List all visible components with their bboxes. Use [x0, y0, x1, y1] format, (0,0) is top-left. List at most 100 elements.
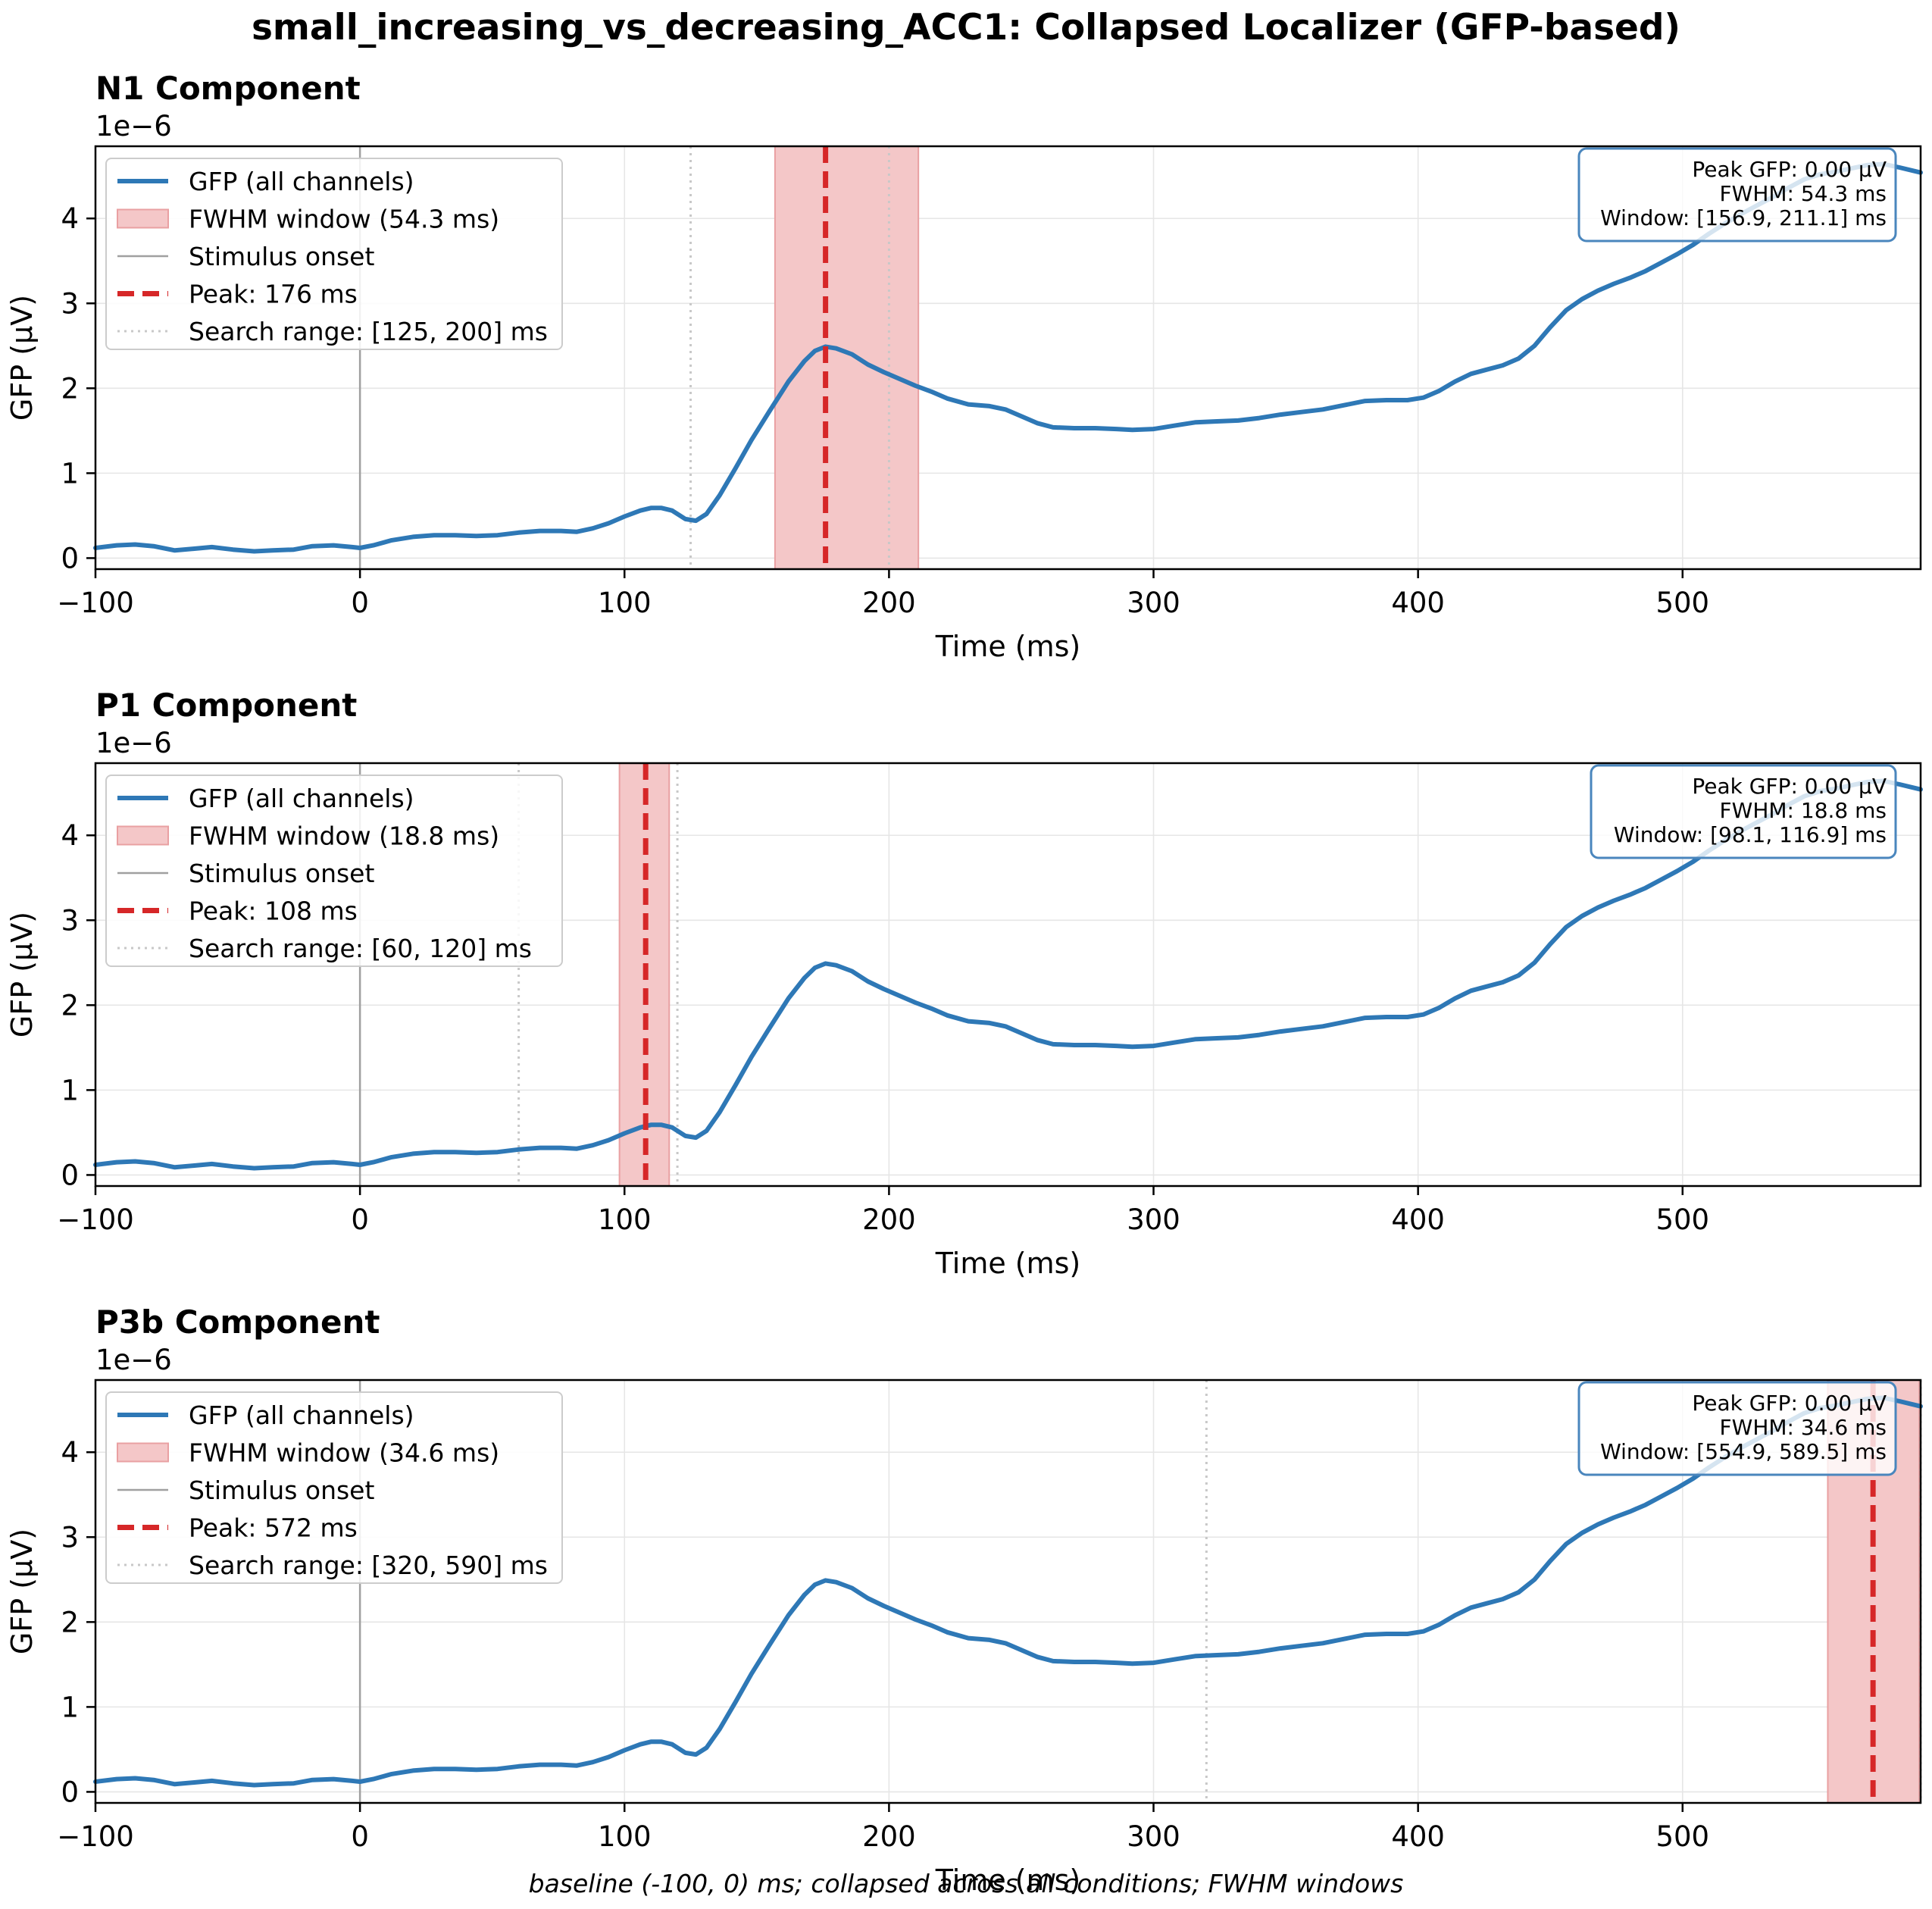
legend-label: Stimulus onset: [189, 859, 374, 888]
x-tick-label: 100: [598, 1203, 652, 1236]
info-box-line: Peak GFP: 0.00 µV: [1692, 774, 1887, 799]
x-tick-label: 500: [1655, 1820, 1709, 1853]
info-box-line: FWHM: 34.6 ms: [1720, 1415, 1887, 1440]
axes-frame: [94, 762, 1922, 1188]
y-tick-label: 1: [61, 1074, 79, 1106]
fwhm-window: [774, 146, 920, 570]
info-box-line: Peak GFP: 0.00 µV: [1692, 1391, 1887, 1416]
legend-box: [105, 1391, 563, 1584]
y-axis-label: GFP (µV): [5, 295, 39, 421]
x-tick-label: 400: [1391, 1820, 1445, 1853]
legend-label: Peak: 572 ms: [189, 1513, 358, 1543]
y-tick-label: 3: [61, 287, 79, 320]
gfp-line: [93, 161, 1923, 554]
legend-label: Peak: 176 ms: [189, 280, 358, 309]
x-tick-label: 200: [862, 587, 916, 619]
x-tick-label: 400: [1391, 587, 1445, 619]
figure-title: small_increasing_vs_decreasing_ACC1: Col…: [252, 7, 1680, 49]
legend-handle-fwhm: [117, 825, 169, 846]
x-axis-label: Time (ms): [935, 1864, 1081, 1897]
x-tick-label: 400: [1391, 1203, 1445, 1236]
y-tick-label: 3: [61, 1521, 79, 1554]
y-tick-label: 4: [61, 1436, 79, 1469]
x-tick-label: 500: [1655, 1203, 1709, 1236]
legend: GFP (all channels) FWHM window (18.8 ms) S…: [105, 775, 563, 967]
legend-box: [105, 158, 563, 350]
x-tick-label: −100: [57, 1820, 134, 1853]
info-box-frame: [1590, 764, 1897, 859]
y-tick-label: 4: [61, 819, 79, 852]
y-tick-label: 3: [61, 904, 79, 937]
legend-label: Peak: 108 ms: [189, 897, 358, 926]
panel-title: P3b Component: [95, 1303, 380, 1341]
legend-label: FWHM window (34.6 ms): [189, 1438, 499, 1468]
y-tick-label: 2: [61, 372, 79, 405]
x-tick-label: 200: [862, 1203, 916, 1236]
y-axis-label: GFP (µV): [5, 912, 39, 1037]
gfp-line: [93, 778, 1923, 1171]
legend: GFP (all channels) FWHM window (54.3 ms) S…: [105, 158, 563, 350]
x-tick-label: −100: [57, 587, 134, 619]
figure-footer: baseline (-100, 0) ms; collapsed across …: [529, 1869, 1404, 1898]
legend-label: Stimulus onset: [189, 1476, 374, 1505]
info-box-frame: [1577, 1381, 1897, 1476]
gfp-line: [93, 1395, 1923, 1788]
legend-label: Search range: [320, 590] ms: [189, 1551, 548, 1580]
legend-box: [105, 775, 563, 967]
y-offset-text: 1e−6: [95, 1344, 172, 1376]
legend-label: GFP (all channels): [189, 784, 414, 813]
info-box-line: Peak GFP: 0.00 µV: [1692, 157, 1887, 182]
x-tick-label: 0: [351, 587, 369, 619]
x-tick-label: 300: [1127, 1203, 1180, 1236]
y-tick-label: 0: [61, 542, 79, 574]
legend-label: FWHM window (18.8 ms): [189, 821, 499, 851]
x-tick-label: 300: [1127, 587, 1180, 619]
panel-title: N1 Component: [95, 70, 361, 107]
y-tick-label: 1: [61, 457, 79, 490]
y-offset-text: 1e−6: [95, 110, 172, 142]
legend-handle-fwhm: [117, 1442, 169, 1463]
info-box-line: Window: [156.9, 211.1] ms: [1600, 205, 1887, 230]
x-axis-label: Time (ms): [935, 630, 1081, 663]
y-tick-label: 1: [61, 1691, 79, 1723]
info-box-line: FWHM: 54.3 ms: [1720, 181, 1887, 206]
axes-frame: [94, 1379, 1922, 1804]
y-axis-label: GFP (µV): [5, 1529, 39, 1654]
y-tick-label: 2: [61, 1606, 79, 1638]
x-tick-label: 500: [1655, 587, 1709, 619]
info-box-line: Window: [554.9, 589.5] ms: [1600, 1439, 1887, 1464]
info-box-frame: [1577, 147, 1897, 243]
info-box-line: Window: [98.1, 116.9] ms: [1614, 822, 1887, 847]
x-tick-label: −100: [57, 1203, 134, 1236]
y-offset-text: 1e−6: [95, 727, 172, 759]
x-tick-label: 300: [1127, 1820, 1180, 1853]
y-tick-label: 0: [61, 1776, 79, 1808]
legend-label: Search range: [125, 200] ms: [189, 317, 548, 346]
legend-label: Stimulus onset: [189, 242, 374, 271]
x-tick-label: 100: [598, 587, 652, 619]
legend-label: GFP (all channels): [189, 167, 414, 196]
info-box-line: FWHM: 18.8 ms: [1720, 798, 1887, 823]
x-tick-label: 200: [862, 1820, 916, 1853]
panel-title: P1 Component: [95, 687, 357, 724]
axes-frame: [94, 145, 1922, 571]
legend-label: Search range: [60, 120] ms: [189, 934, 532, 963]
legend-handle-fwhm: [117, 208, 169, 229]
legend: GFP (all channels) FWHM window (34.6 ms) S…: [105, 1391, 563, 1584]
legend-label: FWHM window (54.3 ms): [189, 205, 499, 234]
legend-label: GFP (all channels): [189, 1400, 414, 1430]
x-axis-label: Time (ms): [935, 1247, 1081, 1280]
x-tick-label: 0: [351, 1820, 369, 1853]
x-tick-label: 0: [351, 1203, 369, 1236]
y-tick-label: 4: [61, 202, 79, 235]
y-tick-label: 0: [61, 1159, 79, 1191]
x-tick-label: 100: [598, 1820, 652, 1853]
